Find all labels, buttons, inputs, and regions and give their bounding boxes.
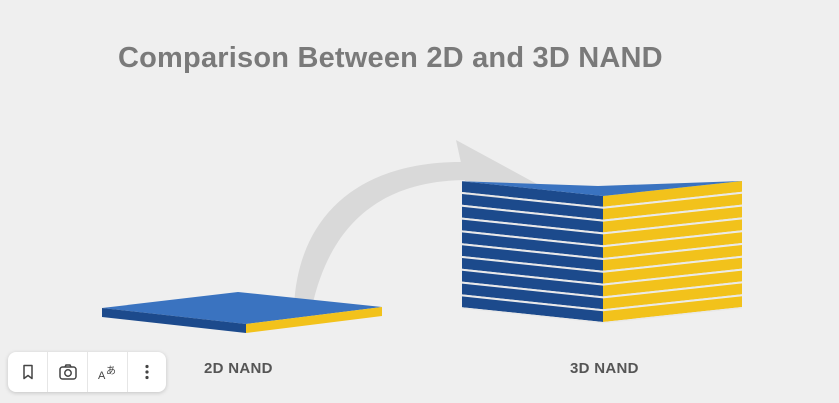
stack-layer-side-face bbox=[603, 296, 742, 322]
more-vertical-icon bbox=[145, 364, 149, 380]
stack-layer-front-face bbox=[462, 257, 603, 284]
stack-layer-side-face bbox=[603, 206, 742, 233]
bookmark-icon bbox=[22, 364, 33, 380]
stack-layer-front-face bbox=[462, 283, 603, 310]
stack-layer-front-face bbox=[462, 270, 603, 297]
transition-arrow bbox=[294, 161, 468, 307]
stack-layer-front-face bbox=[462, 232, 603, 258]
plate-top-face bbox=[102, 292, 382, 324]
stack-layer-front-face bbox=[462, 245, 603, 271]
stack-layer-side-face bbox=[603, 257, 742, 284]
label-3d-nand: 3D NAND bbox=[570, 360, 639, 377]
stack-layer-front-face bbox=[462, 181, 603, 207]
label-2d-nand: 2D NAND bbox=[204, 360, 273, 377]
stack-layer-side-face bbox=[603, 270, 742, 297]
stack-layer-side-face bbox=[603, 193, 742, 220]
diagram-title: Comparison Between 2D and 3D NAND bbox=[118, 42, 663, 74]
image-toolbar: A あ bbox=[8, 352, 166, 392]
stack-layer-front-face bbox=[462, 296, 603, 322]
svg-text:あ: あ bbox=[106, 365, 116, 377]
more-options-button[interactable] bbox=[128, 352, 166, 392]
plate-side-face bbox=[246, 307, 382, 333]
stack-layer-side-face bbox=[603, 181, 742, 207]
lens-search-button[interactable] bbox=[48, 352, 88, 392]
lens-icon bbox=[58, 364, 77, 380]
stack-layer-side-face bbox=[603, 245, 742, 271]
stack-layer-front-face bbox=[462, 193, 603, 220]
translate-button[interactable]: A あ bbox=[88, 352, 128, 392]
stack-layer-front-face bbox=[462, 219, 603, 246]
stack-layer-side-face bbox=[603, 219, 742, 246]
stack-layer-front-face bbox=[462, 206, 603, 233]
svg-text:A: A bbox=[98, 370, 106, 381]
plate-front-face bbox=[102, 308, 246, 333]
translate-icon: A あ bbox=[98, 365, 116, 381]
bookmark-button[interactable] bbox=[8, 352, 48, 392]
nand-3d-stack bbox=[462, 181, 742, 324]
nand-2d-plate bbox=[102, 292, 382, 333]
stack-layer-side-face bbox=[603, 232, 742, 258]
stack-top-face bbox=[462, 181, 742, 196]
stack-layer-side-face bbox=[603, 283, 742, 310]
